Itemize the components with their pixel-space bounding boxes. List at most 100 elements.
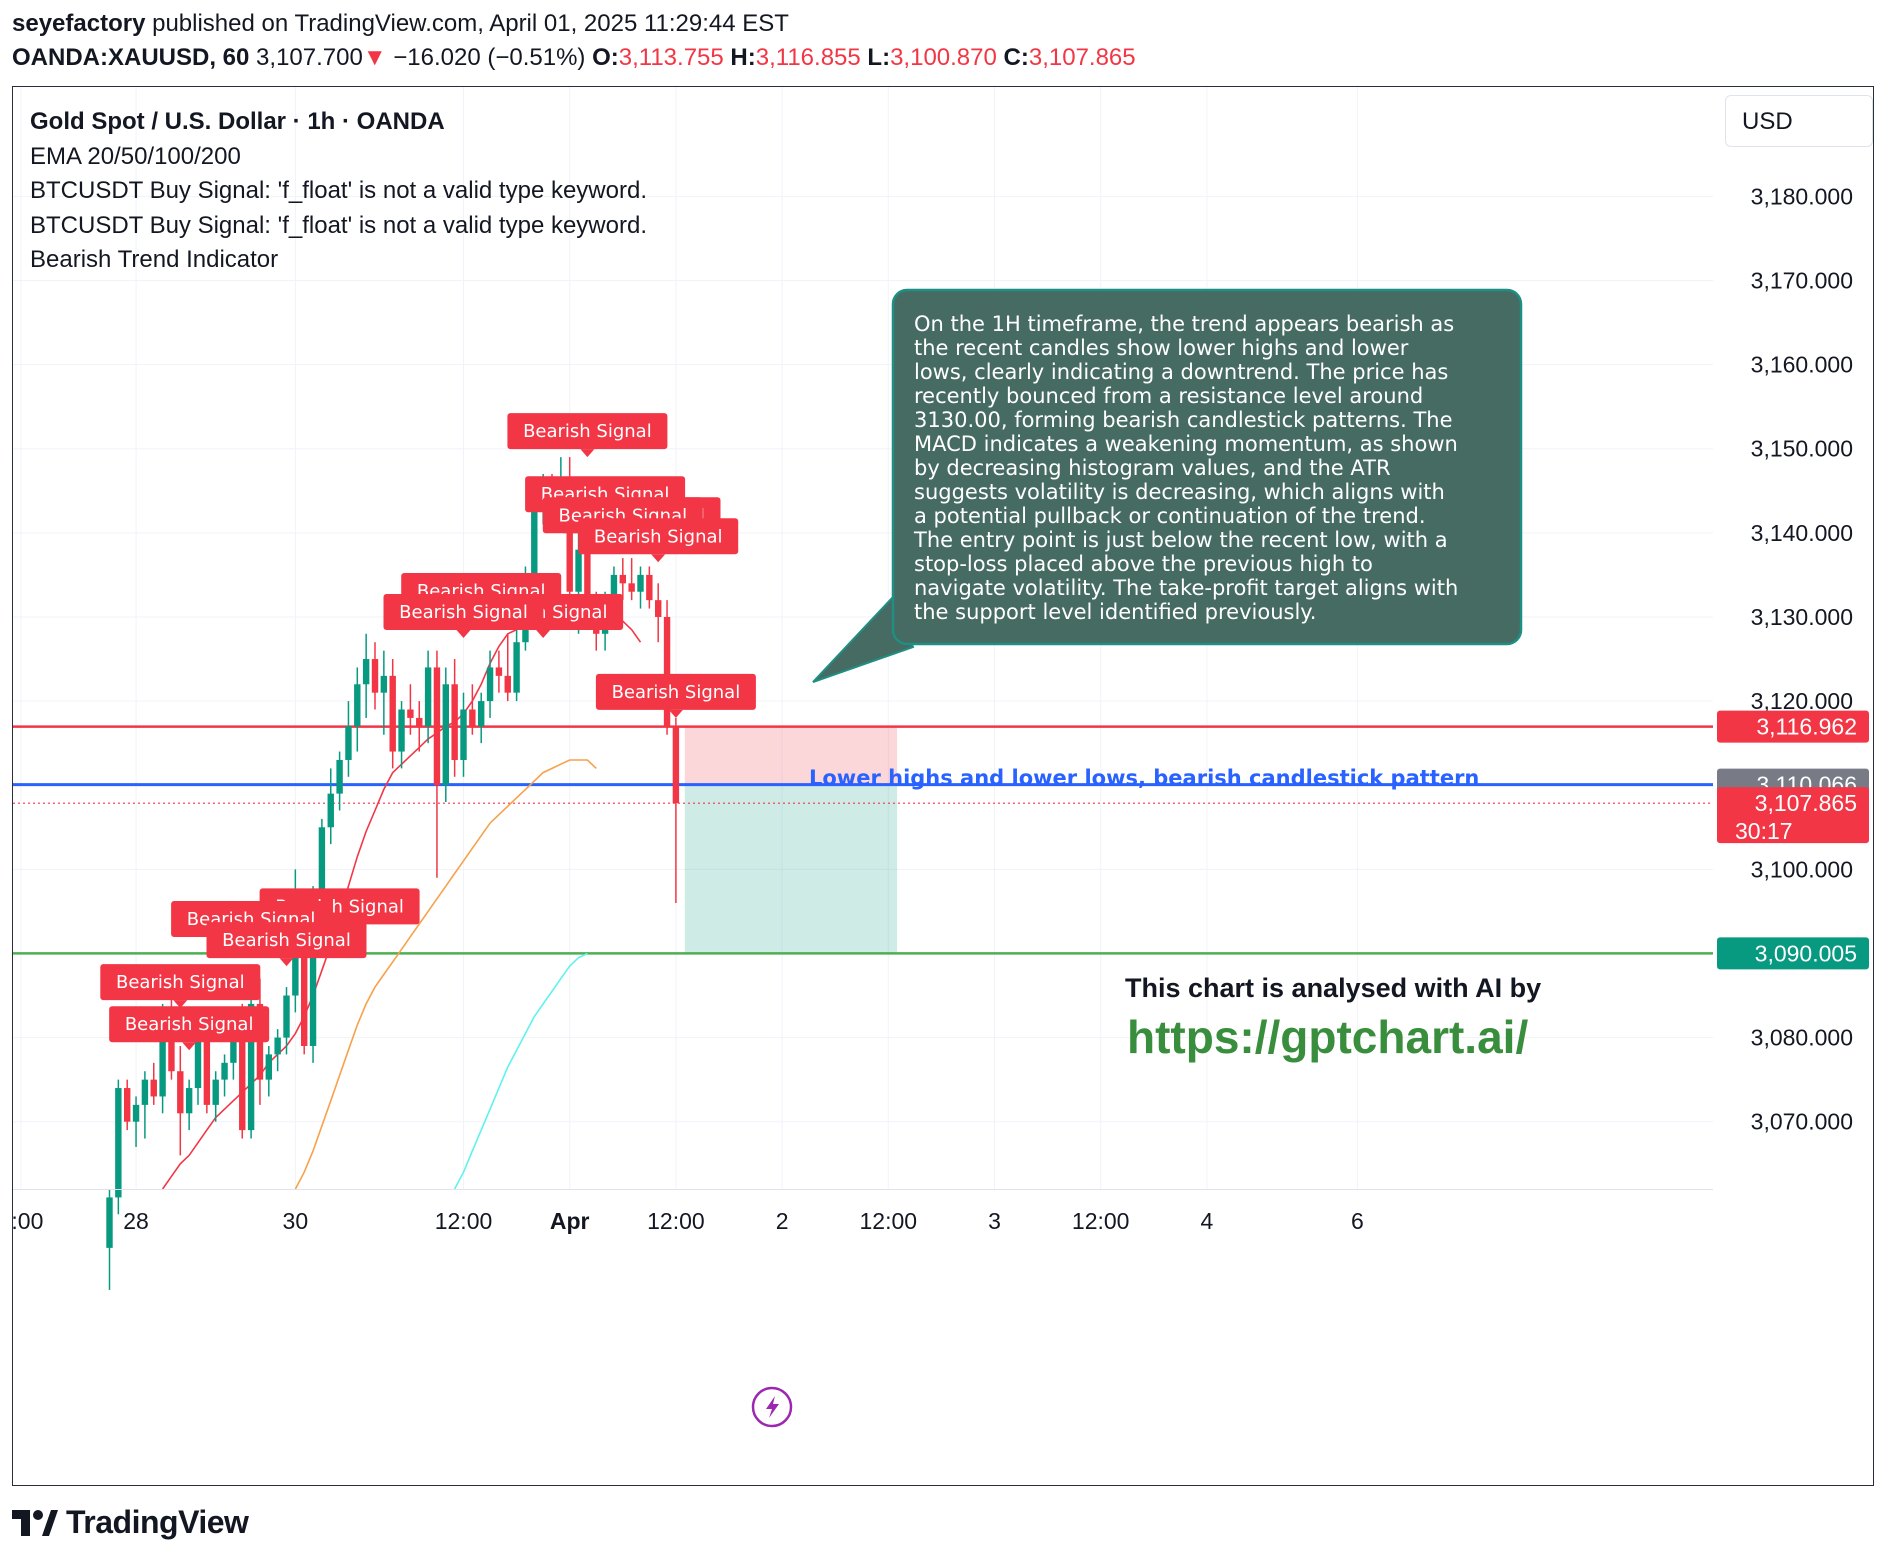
candle-body xyxy=(309,894,317,1046)
signal-labels: Bearish Signal Bearish Signal Bearish Sign… xyxy=(100,413,756,1051)
candle-body xyxy=(115,1088,122,1198)
signal-label-pointer xyxy=(580,449,595,458)
ema-line-1 xyxy=(294,759,597,1190)
y-tick-label: 3,170.000 xyxy=(1751,267,1853,293)
candle-body xyxy=(637,574,644,592)
y-tick-label: 3,180.000 xyxy=(1751,183,1853,209)
candle-body xyxy=(301,911,308,1046)
take-profit-tag-bg xyxy=(1717,937,1869,970)
legend-indicator-buy-signal-2[interactable]: BTCUSDT Buy Signal: 'f_float' is not a v… xyxy=(30,211,647,239)
published-text: published on TradingView.com, April 01, … xyxy=(152,10,789,37)
x-tick-label: 28 xyxy=(123,1208,149,1234)
signal-label-text: Bearish Signal xyxy=(116,972,245,993)
x-tick-label: 12:00 xyxy=(1072,1208,1130,1234)
candle-body xyxy=(124,1088,131,1122)
signal-label-pointer xyxy=(536,630,551,638)
candle-body xyxy=(398,709,405,752)
chart-legend: Gold Spot / U.S. Dollar · 1h · OANDA EMA… xyxy=(30,105,647,278)
candle-body xyxy=(575,549,582,592)
y-tick-label: 3,130.000 xyxy=(1751,604,1853,630)
x-tick-label: 12:00 xyxy=(647,1208,705,1234)
candle-body xyxy=(371,659,379,693)
candle-body xyxy=(389,675,396,752)
chart-frame[interactable]: Bearish Signal Bearish Signal Bearish Sign… xyxy=(12,86,1874,1486)
annotation-callout: On the 1H timeframe, the trend appears b… xyxy=(812,288,1523,683)
x-tick-label: Apr xyxy=(550,1208,590,1234)
candle-body xyxy=(486,667,494,702)
x-tick-label: 2:00 xyxy=(13,1208,43,1234)
x-tick-label: 2 xyxy=(776,1208,789,1234)
take-profit-zone xyxy=(684,784,898,954)
candle-body xyxy=(646,574,653,601)
promo-link: https://gptchart.ai/ xyxy=(1127,1011,1528,1063)
x-tick-label: 30 xyxy=(283,1208,309,1234)
legend-indicator-bearish-trend[interactable]: Bearish Trend Indicator xyxy=(30,246,279,273)
candle-body xyxy=(345,726,352,760)
low-value: 3,100.870 xyxy=(890,44,997,71)
price-chart[interactable]: Bearish Signal Bearish Signal Bearish Sign… xyxy=(13,87,1874,1486)
legend-indicator-buy-signal-1[interactable]: BTCUSDT Buy Signal: 'f_float' is not a v… xyxy=(30,177,647,204)
symbol-label: OANDA:XAUUSD, 60 xyxy=(12,44,250,71)
signal-label-bg xyxy=(109,1006,270,1043)
candle-body xyxy=(150,1079,157,1097)
y-tick-label: 3,100.000 xyxy=(1751,856,1853,882)
annotation-text-line: 3130.00, forming bearish candlestick pat… xyxy=(914,408,1453,432)
legend-title[interactable]: Gold Spot / U.S. Dollar · 1h · OANDA xyxy=(30,108,445,135)
signal-label-bg xyxy=(507,413,668,450)
candle-body xyxy=(247,1003,255,1131)
y-tick-label: 3,120.000 xyxy=(1751,688,1853,714)
position-box xyxy=(684,726,898,954)
tradingview-logo[interactable]: TradingView xyxy=(12,1504,249,1541)
signal-label-bg xyxy=(383,594,544,630)
candle-body xyxy=(478,701,485,727)
price-change: −16.020 (−0.51%) xyxy=(393,44,586,71)
candle-body xyxy=(159,1012,166,1097)
x-tick-label: 6 xyxy=(1351,1208,1364,1234)
candle-body xyxy=(655,600,662,617)
signal-label-bg xyxy=(595,673,756,710)
candle-body xyxy=(106,1197,113,1248)
candle-body xyxy=(362,659,370,685)
candle-body xyxy=(504,675,511,693)
currency-button[interactable]: USD xyxy=(1725,95,1873,147)
candle-body xyxy=(177,1071,184,1114)
open-label: O: xyxy=(592,44,619,71)
candle-body xyxy=(610,574,618,601)
high-value: 3,116.855 xyxy=(755,44,861,71)
author-name[interactable]: seyefactory xyxy=(12,10,146,37)
legend-indicator-ema[interactable]: EMA 20/50/100/200 xyxy=(30,142,241,170)
stop-loss-tag-bg xyxy=(1717,710,1869,743)
x-tick-label: 4 xyxy=(1201,1208,1214,1234)
signal-label-pointer xyxy=(456,630,471,638)
candle-body xyxy=(265,1054,272,1080)
y-tick-label: 3,140.000 xyxy=(1751,520,1853,546)
annotation-text-line: the recent candles show lower highs and … xyxy=(914,336,1409,360)
x-tick-label: 12:00 xyxy=(860,1208,918,1234)
candle-body xyxy=(424,667,432,727)
annotation-text-line: recently bounced from a resistance level… xyxy=(914,384,1423,408)
candle-body xyxy=(663,616,671,727)
candle-body xyxy=(619,574,626,584)
candle-body xyxy=(442,684,449,786)
publish-info: seyefactory published on TradingView.com… xyxy=(12,8,789,40)
close-label: C: xyxy=(1003,44,1029,71)
candle-body xyxy=(274,1037,281,1055)
candles xyxy=(106,457,680,1290)
last-price-tag-bg xyxy=(1717,787,1869,844)
candle-body xyxy=(203,1037,211,1105)
candle-body xyxy=(531,499,538,575)
x-tick-label: 3 xyxy=(988,1208,1001,1234)
candle-body xyxy=(451,684,458,760)
annotation-text-line: the support level identified previously. xyxy=(914,600,1316,624)
signal-label-text: Bearish Signal xyxy=(612,682,741,703)
lightning-icon xyxy=(751,1386,793,1428)
signal-label-text: Bearish Signal xyxy=(399,602,528,623)
last-price-tag-text: 3,107.865 xyxy=(1755,790,1857,816)
y-tick-label: 3,150.000 xyxy=(1751,436,1853,462)
y-tick-label: 3,160.000 xyxy=(1751,352,1853,378)
close-value: 3,107.865 xyxy=(1028,44,1136,71)
candle-body xyxy=(628,583,635,592)
signal-label-pointer xyxy=(173,1000,188,1009)
last-price-value: 3,107.700 xyxy=(256,44,363,71)
ema-line-2 xyxy=(453,952,588,1190)
